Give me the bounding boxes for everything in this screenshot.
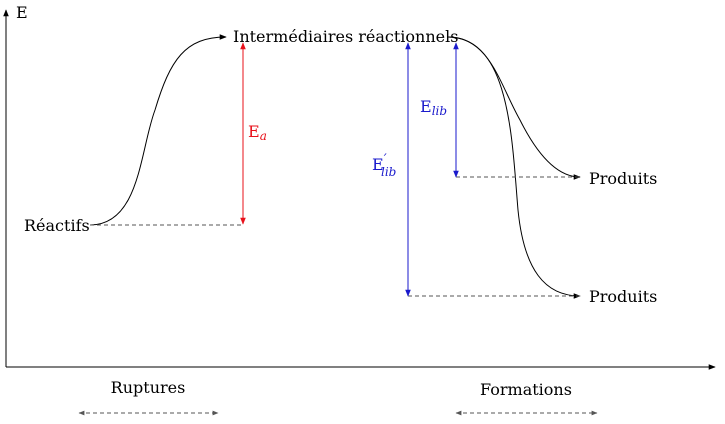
produits-label-2: Produits (589, 287, 657, 306)
formation-curve-2 (447, 36, 581, 299)
ea-label: Ea (248, 122, 267, 143)
elib-prime-sub: lib (381, 165, 396, 179)
elib-main: E (420, 97, 432, 116)
elib-prime-label: E′ lib (372, 152, 396, 179)
elib-prime-mark: ′ (384, 152, 387, 167)
formation-curve-1 (447, 36, 581, 180)
produits-label-1: Produits (589, 169, 657, 188)
y-axis-label: E (16, 3, 28, 22)
ea-main: E (248, 122, 260, 141)
rupture-curve (89, 34, 227, 226)
elib-label: Elib (420, 97, 447, 118)
intermediaires-label: Intermédiaires réactionnels (233, 27, 458, 46)
ruptures-label: Ruptures (111, 378, 186, 397)
elib-prime-main: E (372, 155, 384, 174)
formations-label: Formations (480, 380, 572, 399)
ea-sub: a (260, 129, 267, 143)
elib-sub: lib (432, 104, 447, 118)
reactifs-label: Réactifs (24, 216, 90, 235)
